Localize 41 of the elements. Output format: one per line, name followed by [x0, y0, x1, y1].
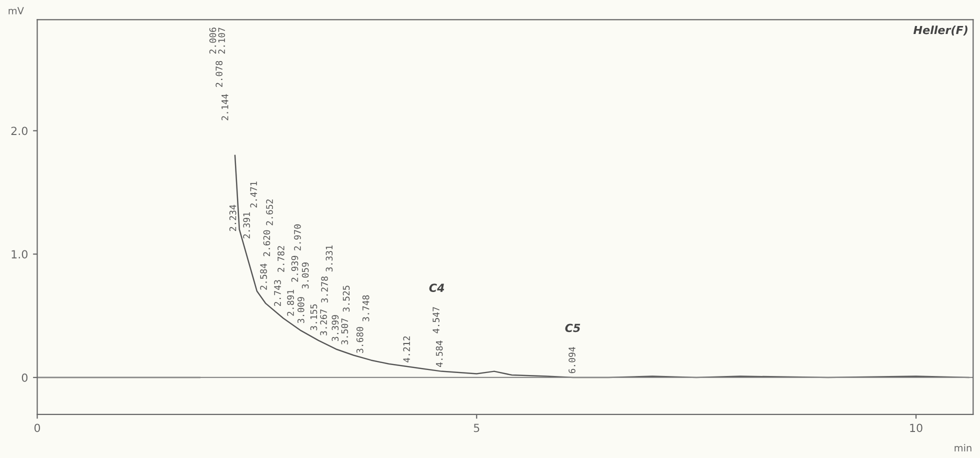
annotation: 4.547: [432, 307, 440, 334]
annotation: 2.782: [278, 246, 284, 272]
annotation: 3.278: [321, 276, 328, 303]
annotation: 2.939: [291, 256, 298, 282]
annotation: 2.471: [250, 182, 257, 208]
annotation: 3.507: [341, 318, 348, 344]
annotation: 2.970: [294, 224, 301, 250]
annotation: 3.525: [342, 286, 350, 312]
y-axis-title: mV: [8, 7, 24, 14]
annotation: 2.584: [260, 264, 267, 290]
annotation: 2.078: [216, 60, 222, 87]
y-tick-label: 2.0: [11, 126, 28, 136]
annotation: 2.006: [209, 28, 216, 54]
annotation: Heller(F): [913, 26, 968, 36]
annotation: 6.094: [568, 347, 576, 374]
x-tick-label: 0: [34, 424, 40, 432]
annotation: C4: [429, 284, 444, 292]
x-tick-label: 5: [474, 424, 480, 432]
y-tick-label: 0: [22, 373, 28, 382]
annotation: 3.399: [332, 315, 339, 342]
annotation: 2.652: [266, 199, 273, 226]
annotation: 4.212: [403, 336, 410, 362]
annotation: 3.748: [362, 295, 370, 322]
annotation: 2.620: [263, 230, 270, 256]
annotation: 2.234: [229, 204, 236, 231]
annotation: 3.680: [356, 326, 364, 353]
annotation: 2.891: [287, 290, 294, 316]
y-tick-label: 1.0: [12, 250, 28, 258]
annotation: 3.155: [310, 304, 318, 330]
x-tick-label: 10: [910, 424, 922, 432]
annotation: 3.009: [297, 297, 304, 324]
annotation: 4.584: [436, 340, 443, 367]
annotation: 3.267: [320, 309, 327, 336]
annotation: 2.743: [274, 280, 281, 306]
annotation: 3.059: [302, 262, 309, 288]
x-axis-title: min: [954, 444, 972, 452]
annotation: 2.391: [243, 212, 250, 238]
annotation: 2.107: [218, 28, 226, 54]
annotation: C5: [565, 324, 580, 332]
annotation: 3.331: [326, 246, 333, 272]
annotation: 2.144: [221, 94, 228, 120]
